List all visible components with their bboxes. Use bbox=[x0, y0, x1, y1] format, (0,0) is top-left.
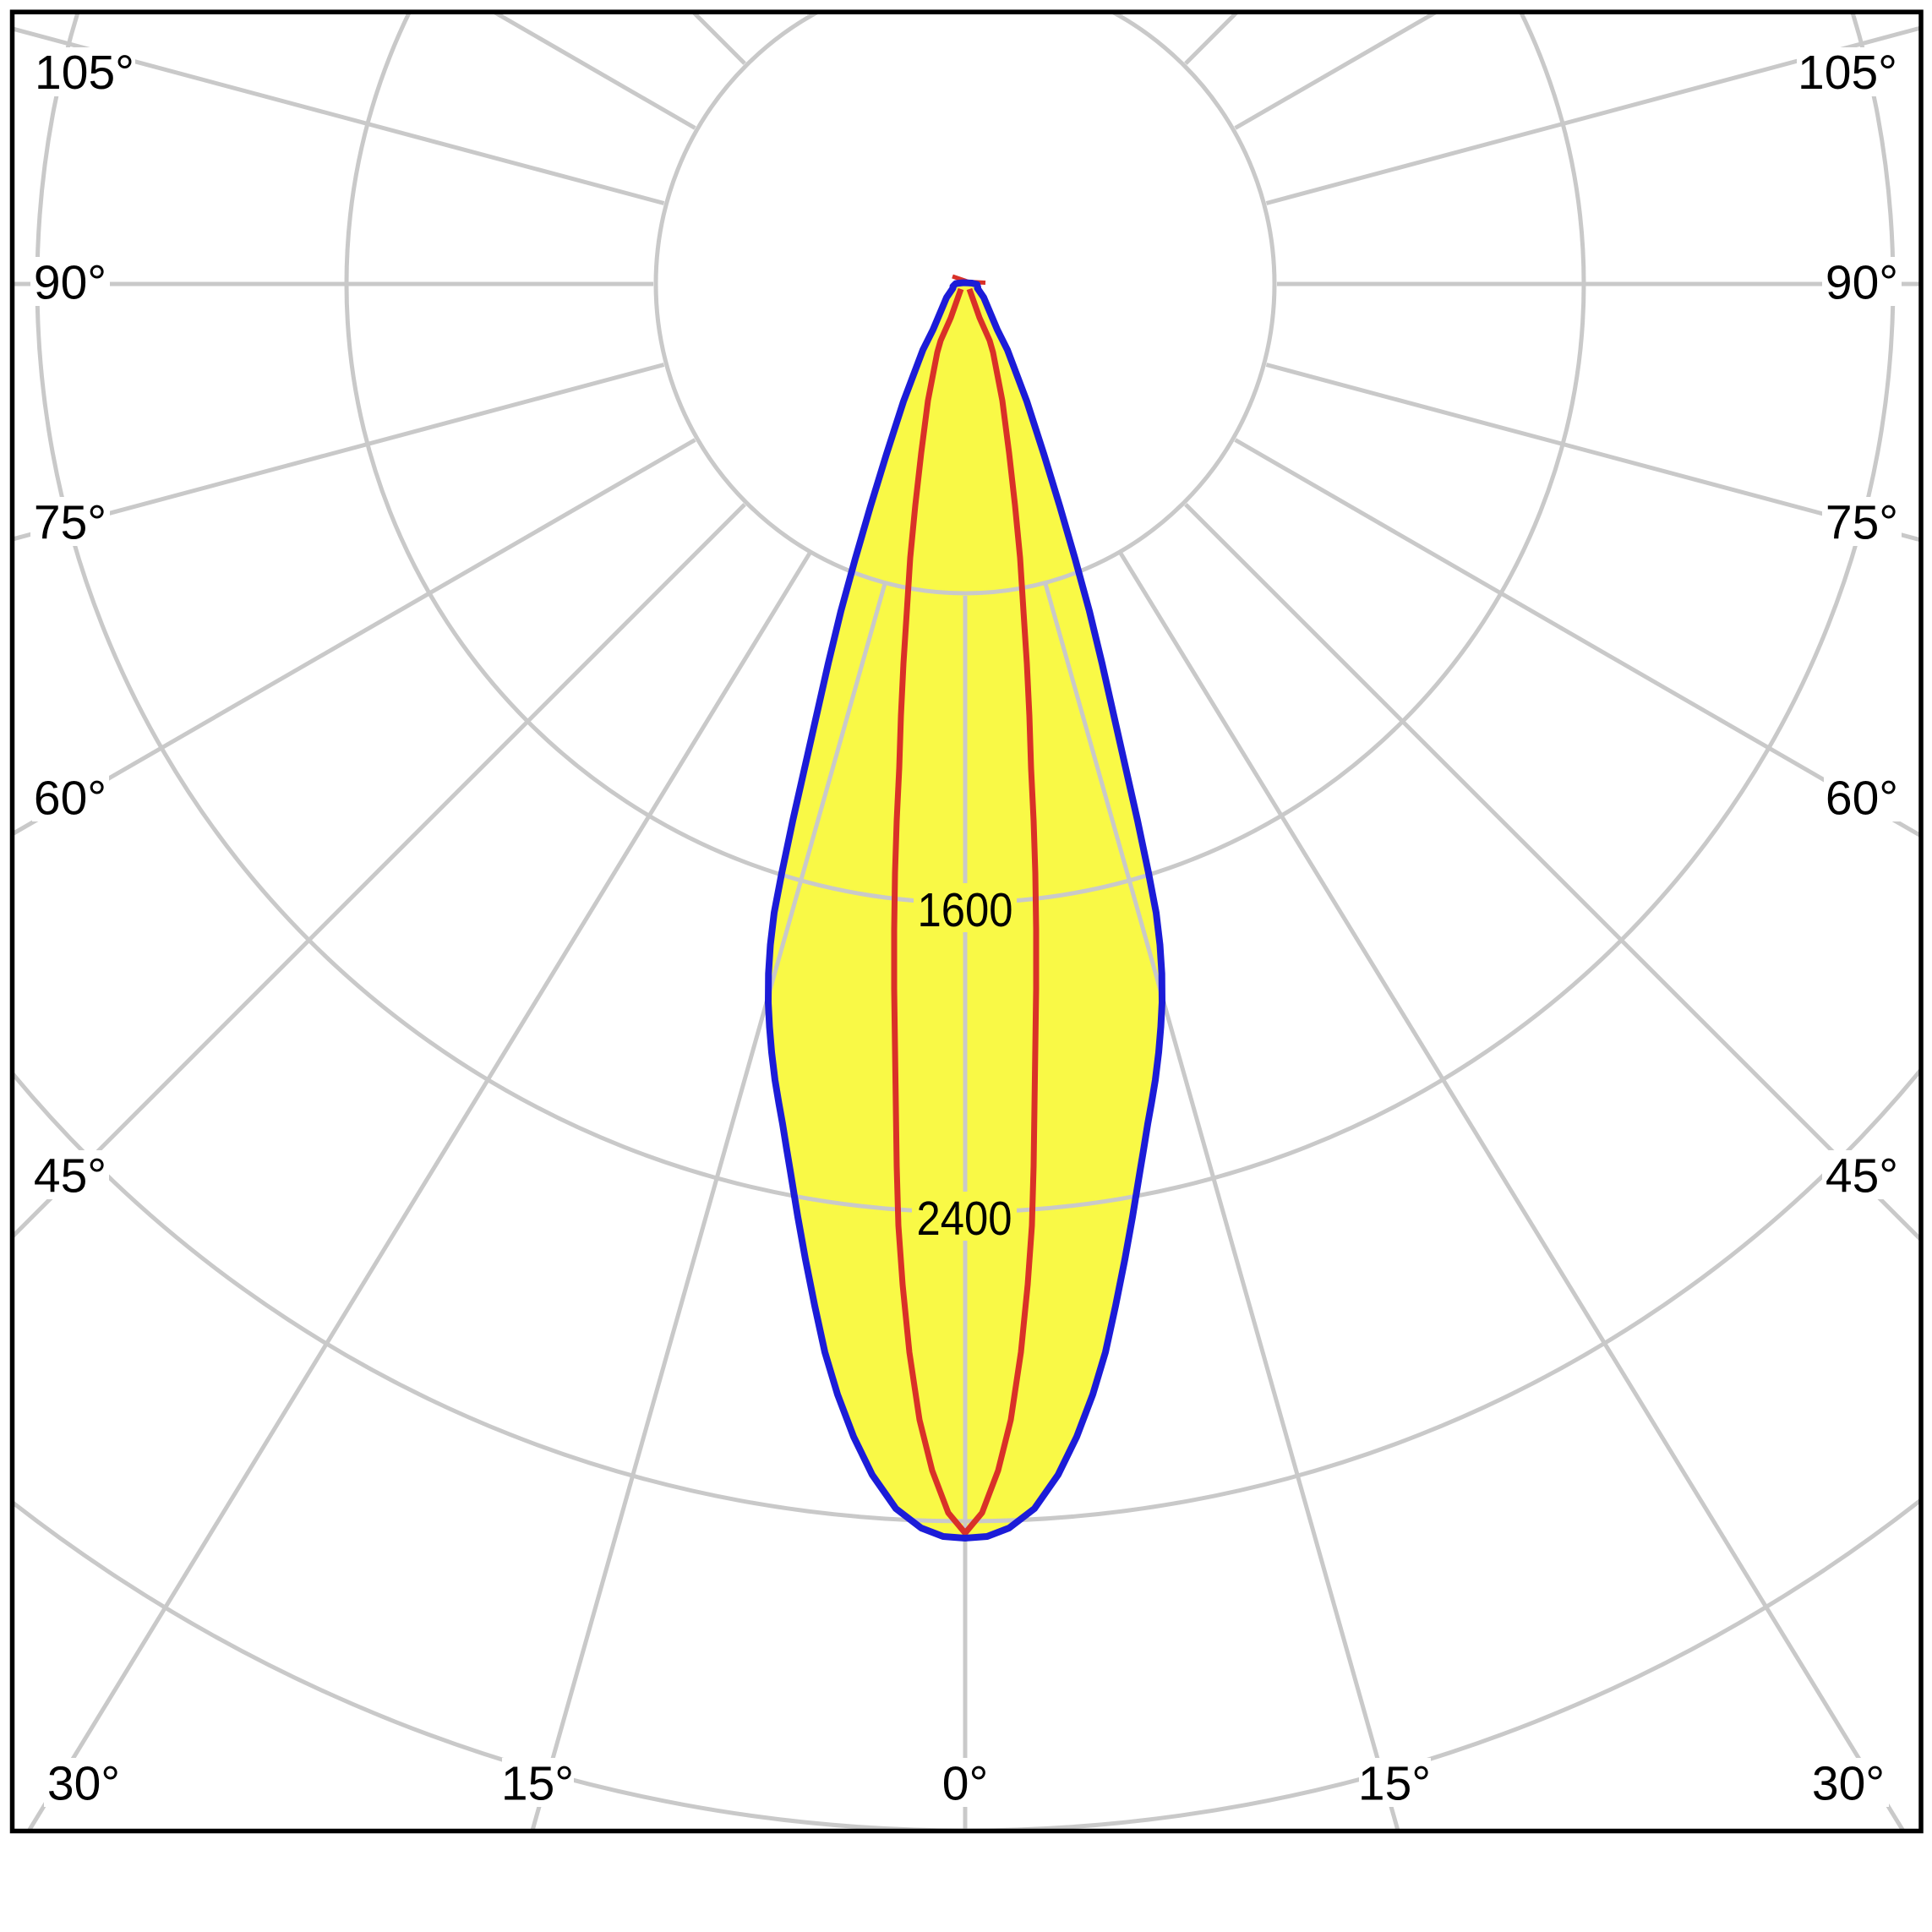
svg-text:45°: 45° bbox=[34, 1149, 106, 1203]
svg-text:90°: 90° bbox=[1826, 255, 1898, 309]
svg-text:15°: 15° bbox=[501, 1756, 574, 1810]
svg-text:15°: 15° bbox=[1358, 1756, 1431, 1810]
svg-text:2400: 2400 bbox=[917, 1192, 1012, 1246]
svg-text:105°: 105° bbox=[35, 46, 134, 100]
svg-text:30°: 30° bbox=[47, 1756, 120, 1810]
svg-text:75°: 75° bbox=[1826, 495, 1898, 549]
svg-text:60°: 60° bbox=[34, 771, 106, 825]
svg-text:90°: 90° bbox=[34, 255, 106, 309]
svg-text:75°: 75° bbox=[34, 495, 106, 549]
svg-text:30°: 30° bbox=[1812, 1756, 1885, 1810]
svg-text:45°: 45° bbox=[1826, 1149, 1898, 1203]
svg-text:1600: 1600 bbox=[918, 883, 1013, 937]
svg-text:0°: 0° bbox=[942, 1756, 989, 1810]
svg-text:60°: 60° bbox=[1826, 771, 1898, 825]
svg-text:105°: 105° bbox=[1798, 46, 1897, 100]
